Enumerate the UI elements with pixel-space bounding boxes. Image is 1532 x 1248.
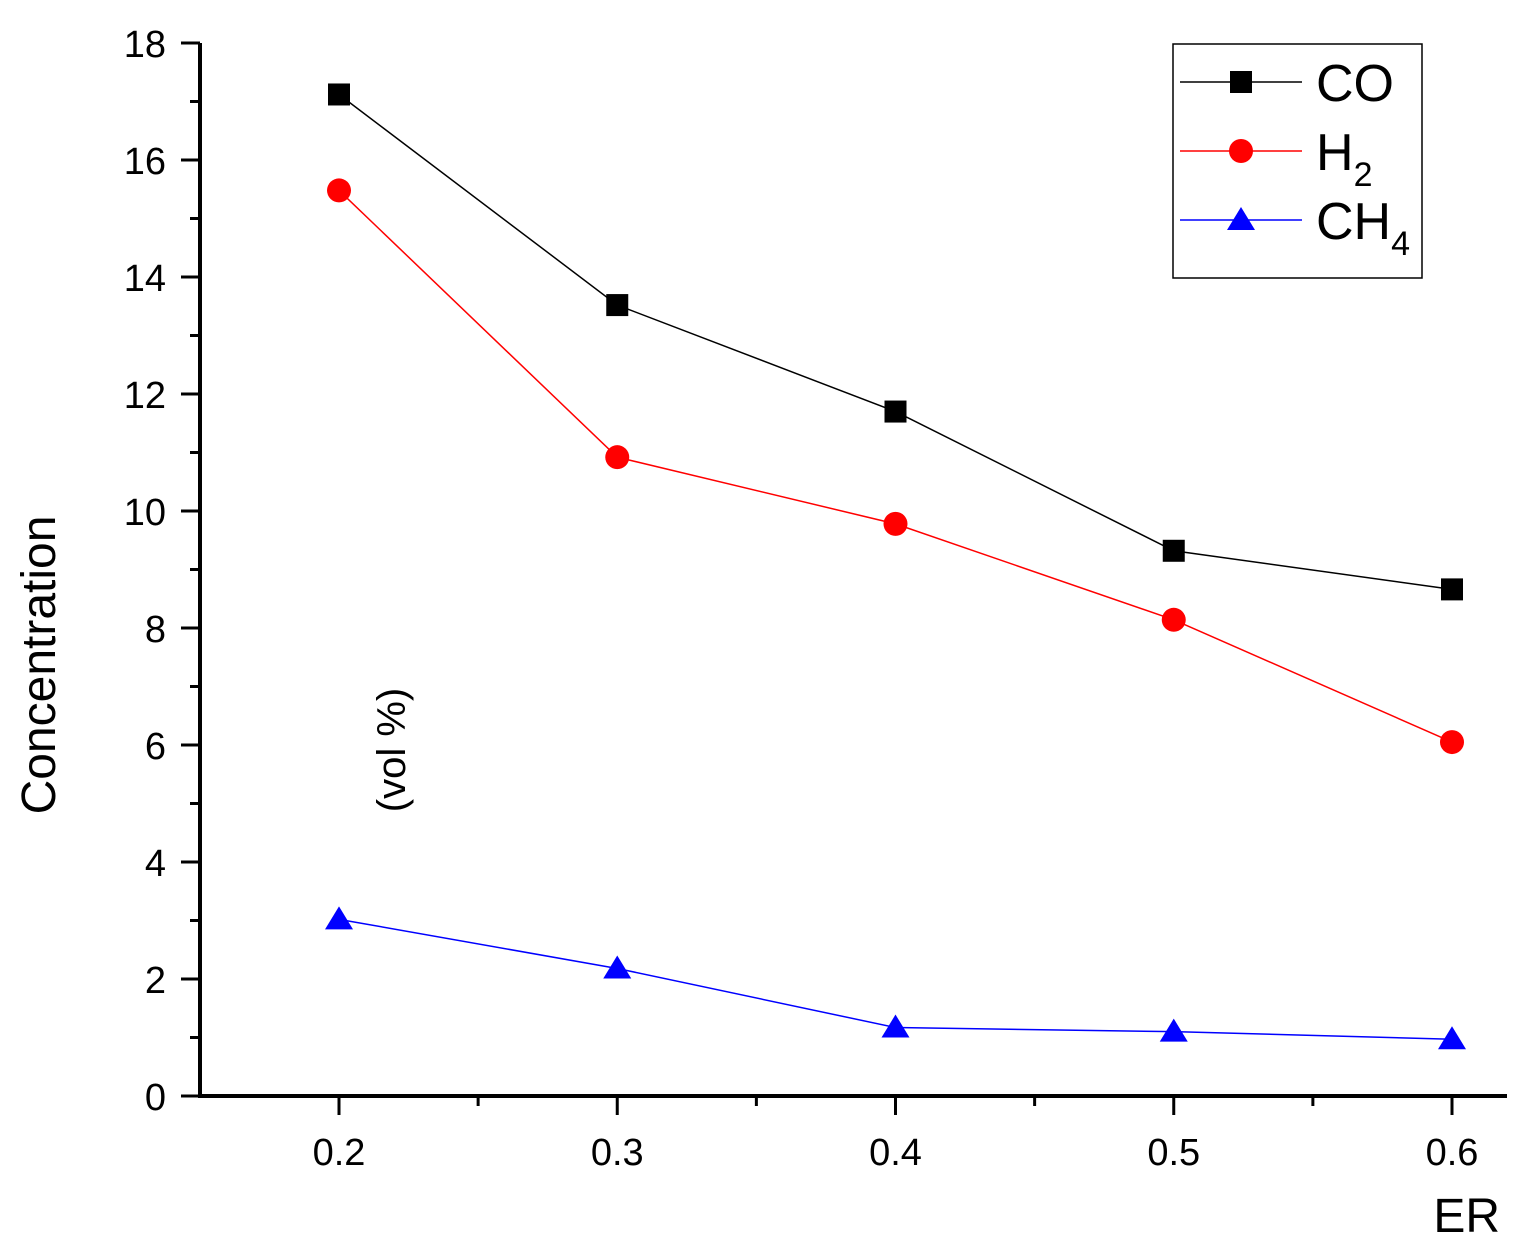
y-tick-label: 2 bbox=[145, 960, 166, 1002]
data-point-h2 bbox=[1161, 607, 1186, 632]
data-point-h2 bbox=[883, 511, 908, 536]
data-point-ch4 bbox=[603, 955, 632, 979]
data-point-ch4 bbox=[1438, 1026, 1466, 1050]
x-tick-label: 0.4 bbox=[869, 1132, 922, 1174]
y-tick-label: 18 bbox=[124, 24, 166, 66]
legend-marker bbox=[1227, 207, 1255, 230]
y-tick-label: 10 bbox=[124, 492, 166, 534]
data-point-ch4 bbox=[325, 906, 353, 930]
data-point-co bbox=[328, 83, 350, 106]
data-point-ch4 bbox=[881, 1014, 910, 1038]
data-point-co bbox=[606, 294, 629, 317]
y-tick-label: 14 bbox=[124, 258, 166, 300]
series-layer bbox=[325, 83, 1466, 1050]
legend-label: CO bbox=[1316, 55, 1394, 113]
x-tick-label: 0.2 bbox=[313, 1132, 366, 1174]
y-tick-label: 4 bbox=[145, 843, 166, 885]
series-co bbox=[328, 83, 1463, 601]
series-h2 bbox=[327, 178, 1464, 755]
axes: 0 2 4 6 8 10 12 14 16 18 0.2 0.3 0.4 0.5 0.6 bbox=[124, 24, 1507, 1174]
x-axis-title: ER bbox=[1433, 1190, 1500, 1243]
series-ch4 bbox=[325, 906, 1466, 1050]
y-tick-label: 12 bbox=[124, 375, 166, 417]
y-tick-label: 6 bbox=[145, 726, 166, 768]
y-tick-label: 16 bbox=[124, 141, 166, 183]
y-tick-label: 0 bbox=[145, 1077, 166, 1119]
y-axis-unit: (vol %) bbox=[370, 688, 414, 812]
legend-marker bbox=[1229, 139, 1253, 163]
data-point-ch4 bbox=[1159, 1018, 1188, 1042]
data-point-co bbox=[1441, 578, 1463, 601]
data-point-h2 bbox=[327, 178, 351, 203]
x-tick-label: 0.5 bbox=[1147, 1132, 1200, 1174]
y-axis-title: Concentration bbox=[13, 516, 66, 815]
legend-box bbox=[1172, 43, 1423, 279]
x-tick-label: 0.6 bbox=[1426, 1132, 1479, 1174]
data-point-h2 bbox=[605, 445, 630, 470]
legend-entry-co: CO bbox=[1180, 55, 1394, 113]
data-point-h2 bbox=[1440, 730, 1464, 755]
data-point-co bbox=[1162, 539, 1185, 562]
data-point-co bbox=[884, 400, 907, 423]
y-tick-label: 8 bbox=[145, 609, 166, 651]
x-tick-label: 0.3 bbox=[591, 1132, 644, 1174]
legend-marker bbox=[1230, 71, 1252, 93]
